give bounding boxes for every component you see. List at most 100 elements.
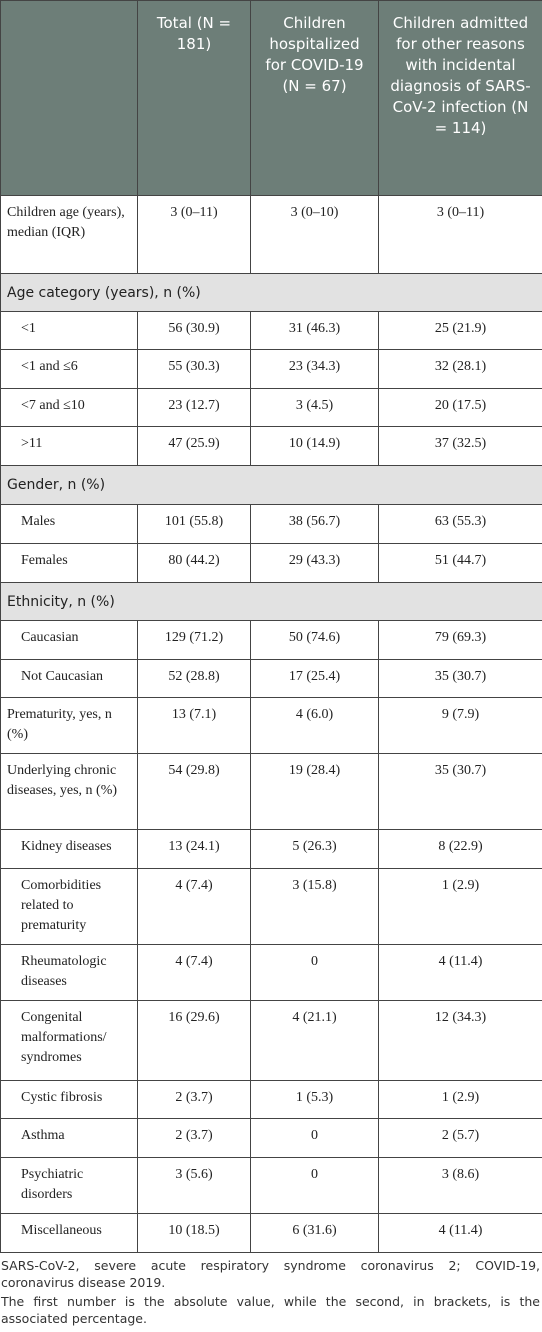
value-cell: 10 (18.5) (137, 1213, 251, 1253)
table-row: Congenital malformations/ syndromes 16 (2… (0, 1000, 542, 1081)
footnote: SARS-CoV-2, severe acute respiratory syn… (1, 1258, 540, 1290)
value-cell: 2 (3.7) (137, 1118, 251, 1158)
value-cell: 35 (30.7) (378, 659, 542, 698)
value-cell: 8 (22.9) (378, 829, 542, 869)
value-cell: 3 (15.8) (250, 868, 379, 945)
footnotes: SARS-CoV-2, severe acute respiratory syn… (0, 1253, 542, 1327)
table-row: Children age (years), median (IQR) 3 (0–1… (0, 195, 542, 274)
row-label: Females (0, 543, 138, 583)
value-cell: 4 (6.0) (250, 697, 379, 754)
value-cell: 2 (5.7) (378, 1118, 542, 1158)
value-cell: 16 (29.6) (137, 1000, 251, 1081)
table-row: Males 101 (55.8) 38 (56.7) 63 (55.3) (0, 504, 542, 544)
footnote: The first number is the absolute value, … (1, 1294, 540, 1326)
row-label: Kidney diseases (0, 829, 138, 869)
value-cell: 0 (250, 1118, 379, 1158)
value-cell: 1 (2.9) (378, 1080, 542, 1119)
value-cell: 4 (21.1) (250, 1000, 379, 1081)
value-cell: 63 (55.3) (378, 504, 542, 544)
value-cell: 38 (56.7) (250, 504, 379, 544)
row-label: Miscellaneous (0, 1213, 138, 1253)
table-row: Comorbidities related to prematurity 4 (7… (0, 868, 542, 945)
table-row: <1 56 (30.9) 31 (46.3) 25 (21.9) (0, 311, 542, 350)
table-row: Females 80 (44.2) 29 (43.3) 51 (44.7) (0, 543, 542, 583)
value-cell: 4 (7.4) (137, 944, 251, 1001)
section-label: Age category (years), n (%) (0, 273, 542, 312)
value-cell: 3 (0–11) (378, 195, 542, 274)
row-label: Males (0, 504, 138, 544)
value-cell: 4 (11.4) (378, 1213, 542, 1253)
row-label: Not Caucasian (0, 659, 138, 698)
value-cell: 79 (69.3) (378, 620, 542, 660)
value-cell: 3 (5.6) (137, 1157, 251, 1214)
row-label: Prematurity, yes, n (%) (0, 697, 138, 754)
value-cell: 1 (5.3) (250, 1080, 379, 1119)
table-row: <1 and ≤6 55 (30.3) 23 (34.3) 32 (28.1) (0, 349, 542, 389)
value-cell: 2 (3.7) (137, 1080, 251, 1119)
header-cell: Children admitted for other reasons with… (378, 0, 542, 196)
value-cell: 17 (25.4) (250, 659, 379, 698)
table-row: Prematurity, yes, n (%) 13 (7.1) 4 (6.0) 9 … (0, 697, 542, 754)
value-cell: 80 (44.2) (137, 543, 251, 583)
table-body: Children age (years), median (IQR) 3 (0–1… (0, 195, 542, 1253)
value-cell: 29 (43.3) (250, 543, 379, 583)
section-label: Ethnicity, n (%) (0, 582, 542, 621)
value-cell: 54 (29.8) (137, 753, 251, 830)
table-row: Cystic fibrosis 2 (3.7) 1 (5.3) 1 (2.9) (0, 1080, 542, 1119)
value-cell: 3 (0–10) (250, 195, 379, 274)
value-cell: 56 (30.9) (137, 311, 251, 350)
value-cell: 19 (28.4) (250, 753, 379, 830)
value-cell: 35 (30.7) (378, 753, 542, 830)
table-row: Caucasian 129 (71.2) 50 (74.6) 79 (69.3) (0, 620, 542, 660)
header-row: Total (N = 181) Children hospitalized fo… (0, 0, 542, 196)
value-cell: 23 (12.7) (137, 388, 251, 427)
row-label: <7 and ≤10 (0, 388, 138, 427)
row-label: Rheumatologic diseases (0, 944, 138, 1001)
row-label: Comorbidities related to prematurity (0, 868, 138, 945)
section-row: Age category (years), n (%) (0, 273, 542, 312)
table-row: Underlying chronic diseases, yes, n (%) 5… (0, 753, 542, 830)
table-row: Psychiatric disorders 3 (5.6) 0 3 (8.6) (0, 1157, 542, 1214)
header-cell: Children hospitalized for COVID-19 (N = … (250, 0, 379, 196)
value-cell: 51 (44.7) (378, 543, 542, 583)
table-row: >11 47 (25.9) 10 (14.9) 37 (32.5) (0, 426, 542, 466)
table-row: <7 and ≤10 23 (12.7) 3 (4.5) 20 (17.5) (0, 388, 542, 427)
table-row: Asthma 2 (3.7) 0 2 (5.7) (0, 1118, 542, 1158)
value-cell: 12 (34.3) (378, 1000, 542, 1081)
value-cell: 13 (24.1) (137, 829, 251, 869)
section-row: Gender, n (%) (0, 465, 542, 505)
value-cell: 23 (34.3) (250, 349, 379, 389)
value-cell: 20 (17.5) (378, 388, 542, 427)
value-cell: 101 (55.8) (137, 504, 251, 544)
value-cell: 0 (250, 1157, 379, 1214)
header-cell (0, 0, 138, 196)
table-row: Rheumatologic diseases 4 (7.4) 0 4 (11.4) (0, 944, 542, 1001)
row-label: <1 (0, 311, 138, 350)
value-cell: 9 (7.9) (378, 697, 542, 754)
row-label: >11 (0, 426, 138, 466)
table-row: Kidney diseases 13 (24.1) 5 (26.3) 8 (22.9) (0, 829, 542, 869)
row-label: Psychiatric disorders (0, 1157, 138, 1214)
value-cell: 37 (32.5) (378, 426, 542, 466)
row-label: Underlying chronic diseases, yes, n (%) (0, 753, 138, 830)
value-cell: 25 (21.9) (378, 311, 542, 350)
value-cell: 31 (46.3) (250, 311, 379, 350)
row-label: Congenital malformations/ syndromes (0, 1000, 138, 1081)
data-table: Total (N = 181) Children hospitalized fo… (0, 0, 542, 1253)
value-cell: 10 (14.9) (250, 426, 379, 466)
row-label: Children age (years), median (IQR) (0, 195, 138, 274)
row-label: Caucasian (0, 620, 138, 660)
value-cell: 5 (26.3) (250, 829, 379, 869)
value-cell: 3 (4.5) (250, 388, 379, 427)
value-cell: 4 (7.4) (137, 868, 251, 945)
value-cell: 0 (250, 944, 379, 1001)
row-label: Cystic fibrosis (0, 1080, 138, 1119)
value-cell: 3 (0–11) (137, 195, 251, 274)
value-cell: 6 (31.6) (250, 1213, 379, 1253)
table-row: Miscellaneous 10 (18.5) 6 (31.6) 4 (11.4) (0, 1213, 542, 1253)
section-label: Gender, n (%) (0, 465, 542, 505)
header-cell: Total (N = 181) (137, 0, 251, 196)
value-cell: 1 (2.9) (378, 868, 542, 945)
value-cell: 13 (7.1) (137, 697, 251, 754)
value-cell: 50 (74.6) (250, 620, 379, 660)
